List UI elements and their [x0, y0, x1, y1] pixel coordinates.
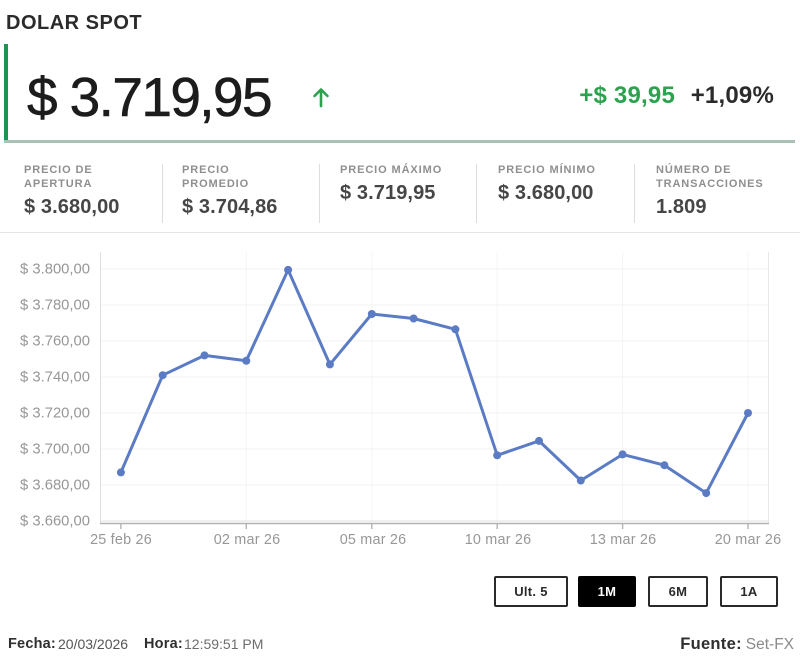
- svg-text:05 mar 26: 05 mar 26: [340, 532, 407, 548]
- svg-text:$ 3.780,00: $ 3.780,00: [20, 298, 90, 314]
- svg-text:13 mar 26: 13 mar 26: [590, 532, 657, 548]
- svg-text:$ 3.760,00: $ 3.760,00: [20, 334, 90, 350]
- svg-text:$ 3.800,00: $ 3.800,00: [20, 262, 90, 278]
- svg-text:$ 3.660,00: $ 3.660,00: [20, 514, 90, 530]
- svg-text:$ 3.680,00: $ 3.680,00: [20, 478, 90, 494]
- svg-text:$ 3.720,00: $ 3.720,00: [20, 406, 90, 422]
- svg-text:10 mar 26: 10 mar 26: [465, 532, 532, 548]
- svg-text:25 feb 26: 25 feb 26: [90, 532, 152, 548]
- svg-text:$ 3.740,00: $ 3.740,00: [20, 370, 90, 386]
- svg-text:$ 3.700,00: $ 3.700,00: [20, 442, 90, 458]
- svg-text:20 mar 26: 20 mar 26: [715, 532, 782, 548]
- svg-text:02 mar 26: 02 mar 26: [214, 532, 281, 548]
